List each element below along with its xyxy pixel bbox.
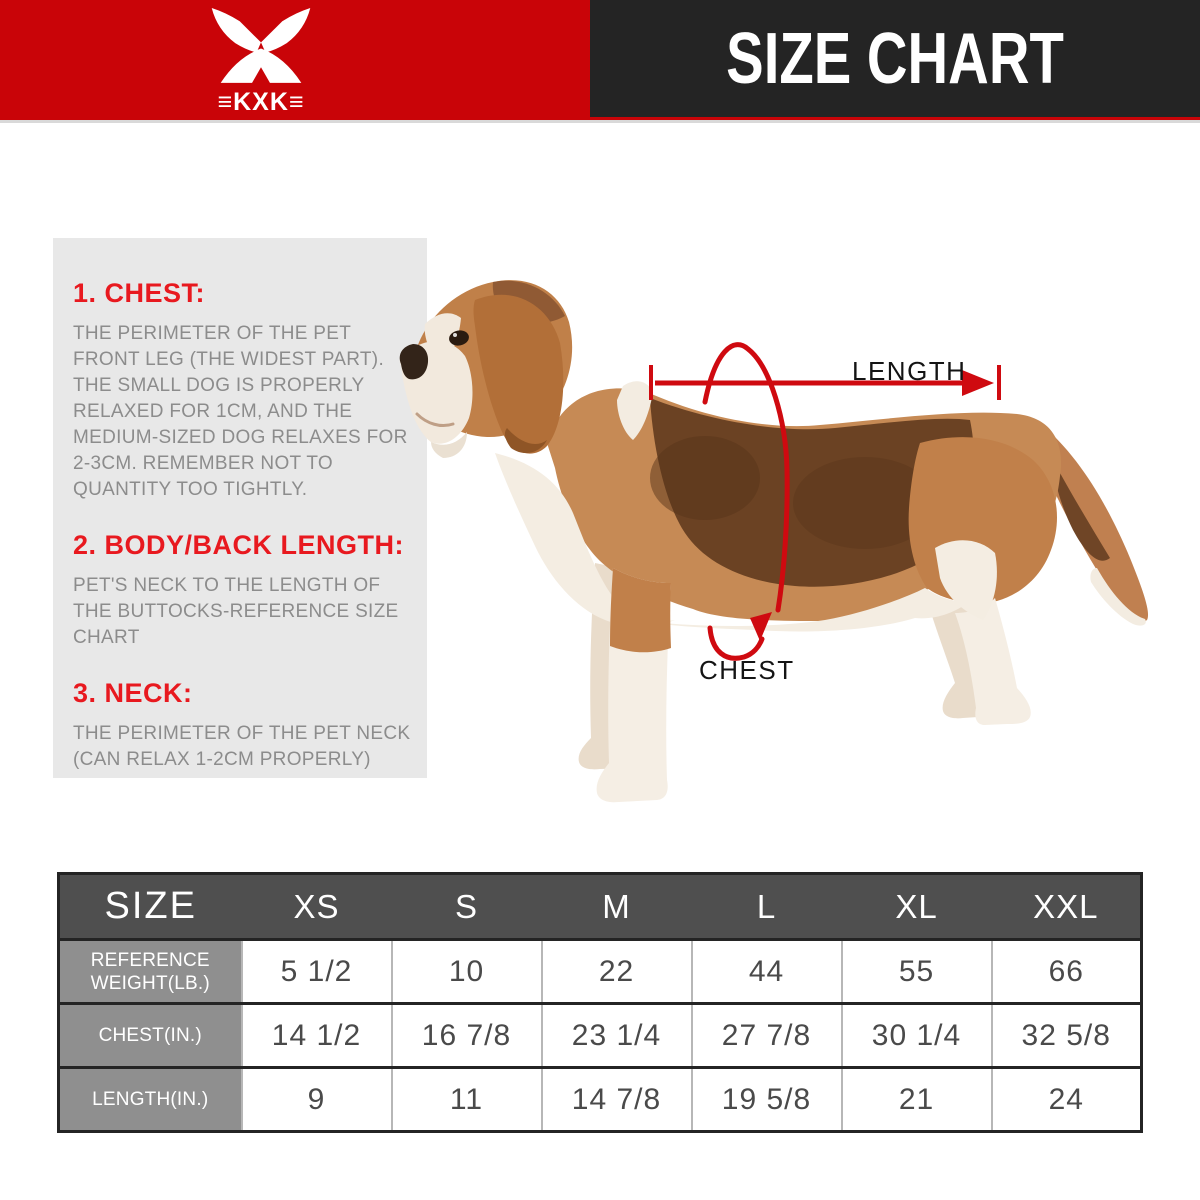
row-label: LENGTH(IN.) [58,1067,242,1132]
column-header-xl: XL [841,873,992,941]
column-header-s: S [391,873,542,941]
table-header-row: SIZE XS S M L XL XXL [58,873,1142,941]
table-row-chest: CHEST(IN.) 14 1/2 16 7/8 23 1/4 27 7/8 3… [58,1003,1142,1068]
table-cell: 5 1/2 [240,939,392,1004]
table-cell: 55 [840,939,992,1004]
size-table: SIZE XS S M L XL XXL REFERENCE WEIGHT(LB… [57,872,1143,1133]
table-cell: 24 [990,1067,1142,1132]
instruction-section-neck: 3. NECK: THE PERIMETER OF THE PET NECK (… [73,678,413,773]
header-divider [0,120,1200,123]
table-cell: 21 [840,1067,992,1132]
table-cell: 14 1/2 [240,1003,392,1068]
table-cell: 9 [240,1067,392,1132]
table-cell: 19 5/8 [690,1067,842,1132]
column-header-xs: XS [241,873,392,941]
brand-logo: ≡KXK≡ [203,8,319,117]
section-heading: 1. CHEST: [73,278,206,308]
table-cell: 23 1/4 [540,1003,692,1068]
page-title: SIZE CHART [726,17,1064,99]
table-row-length: LENGTH(IN.) 9 11 14 7/8 19 5/8 21 24 [58,1067,1142,1132]
length-label: LENGTH [852,356,967,386]
brand-wordmark: ≡KXK≡ [217,88,305,116]
section-body: THE PERIMETER OF THE PET NECK (CAN RELAX… [73,723,411,770]
table-cell: 11 [390,1067,542,1132]
column-header-m: M [541,873,692,941]
beagle-dog-illustration [399,280,1149,803]
table-cell: 14 7/8 [540,1067,692,1132]
table-cell: 32 5/8 [990,1003,1142,1068]
chest-label: CHEST [699,655,795,685]
brand-x-icon [211,8,311,83]
column-header-l: L [691,873,842,941]
section-body: PET'S NECK TO THE LENGTH OF THE BUTTOCKS… [73,575,399,648]
table-row-weight: REFERENCE WEIGHT(LB.) 5 1/2 10 22 44 55 … [58,939,1142,1004]
measuring-instructions-panel: 1. CHEST: THE PERIMETER OF THE PET FRONT… [53,238,427,778]
table-cell: 22 [540,939,692,1004]
row-label: CHEST(IN.) [58,1003,242,1068]
table-cell: 30 1/4 [840,1003,992,1068]
section-heading: 3. NECK: [73,678,193,708]
section-heading: 2. BODY/BACK LENGTH: [73,530,405,560]
table-cell: 10 [390,939,542,1004]
table-cell: 66 [990,939,1142,1004]
table-cell: 44 [690,939,842,1004]
table-cell: 16 7/8 [390,1003,542,1068]
instruction-section-chest: 1. CHEST: THE PERIMETER OF THE PET FRONT… [73,278,413,503]
row-label: REFERENCE WEIGHT(LB.) [58,939,242,1004]
column-header-size: SIZE [58,873,242,941]
instruction-section-body-length: 2. BODY/BACK LENGTH: PET'S NECK TO THE L… [73,530,413,651]
title-panel: SIZE CHART [590,0,1200,117]
column-header-xxl: XXL [991,873,1142,941]
section-body: THE PERIMETER OF THE PET FRONT LEG (THE … [73,323,408,500]
table-cell: 27 7/8 [690,1003,842,1068]
